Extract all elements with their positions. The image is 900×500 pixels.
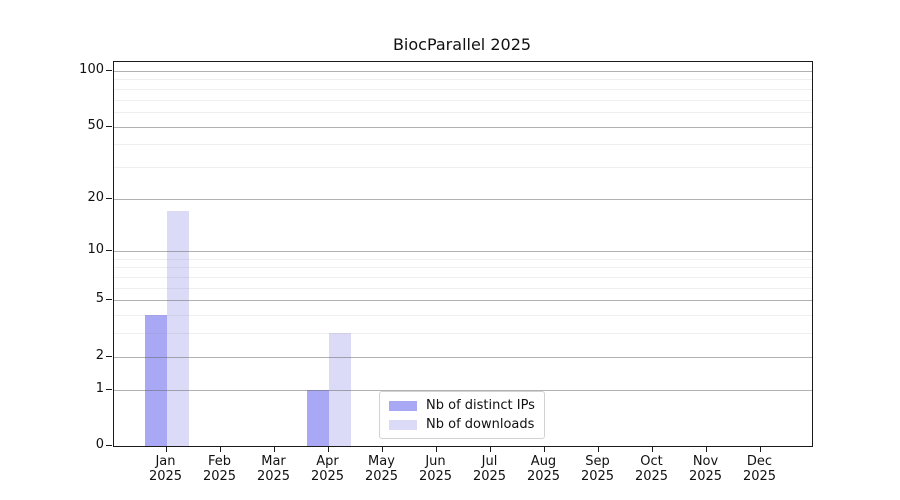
major-gridline [114, 300, 812, 302]
minor-gridline [114, 267, 812, 269]
x-tick-label: Dec 2025 [728, 454, 792, 484]
x-tick [381, 447, 383, 452]
major-gridline [114, 71, 812, 72]
y-tick [106, 197, 112, 199]
bar-jan-ips [144, 315, 167, 446]
minor-gridline [114, 144, 812, 146]
y-tick-label: 0 [95, 437, 104, 452]
x-tick-label: Feb 2025 [188, 454, 252, 484]
x-tick-label: Jun 2025 [404, 454, 468, 484]
x-tick [435, 447, 437, 452]
x-tick [489, 447, 491, 452]
legend: Nb of distinct IPs Nb of downloads [379, 391, 545, 439]
x-label-year: 2025 [742, 469, 777, 484]
legend-label: Nb of distinct IPs [426, 398, 535, 413]
minor-gridline [114, 111, 812, 113]
x-label-month: Jun [425, 454, 446, 469]
minor-gridline [114, 258, 812, 260]
plot-area: Nb of distinct IPs Nb of downloads [113, 61, 813, 447]
y-tick-label: 1 [95, 380, 104, 396]
chart-title: BiocParallel 2025 [392, 35, 532, 54]
bar-apr-ips [306, 389, 329, 446]
major-gridline [114, 389, 812, 391]
y-tick [106, 299, 112, 301]
x-tick [651, 447, 653, 452]
legend-entry: Nb of downloads [389, 417, 535, 432]
minor-gridline [114, 277, 812, 279]
y-tick-label: 100 [79, 62, 104, 77]
minor-gridline [114, 166, 812, 168]
y-tick [106, 125, 112, 127]
x-tick [273, 447, 275, 452]
x-tick-label: Jan 2025 [134, 454, 198, 484]
x-tick-label: May 2025 [350, 454, 414, 484]
x-tick [219, 447, 221, 452]
y-tick-label: 5 [95, 291, 104, 307]
x-label-year: 2025 [418, 469, 453, 484]
x-tick [759, 447, 761, 452]
x-label-month: Mar [261, 454, 286, 469]
major-gridline [114, 126, 812, 128]
x-tick-label: Apr 2025 [296, 454, 360, 484]
major-gridline [114, 356, 812, 358]
x-tick [543, 447, 545, 452]
x-label-year: 2025 [364, 469, 399, 484]
legend-swatch [389, 400, 417, 411]
legend-swatch [389, 419, 417, 430]
y-tick-label: 20 [87, 189, 104, 205]
major-gridline [114, 251, 812, 253]
x-tick-label: Oct 2025 [620, 454, 684, 484]
x-label-month: Aug [530, 454, 557, 469]
x-label-year: 2025 [580, 469, 615, 484]
y-tick [106, 388, 112, 390]
x-tick [327, 447, 329, 452]
y-tick [106, 445, 112, 446]
x-label-year: 2025 [202, 469, 237, 484]
x-tick [597, 447, 599, 452]
x-label-year: 2025 [526, 469, 561, 484]
x-tick-label: Jul 2025 [458, 454, 522, 484]
y-tick-label: 50 [87, 117, 104, 133]
x-label-month: Sep [585, 454, 610, 469]
minor-gridline [114, 99, 812, 101]
x-tick [165, 447, 167, 452]
minor-gridline [114, 88, 812, 90]
legend-entry: Nb of distinct IPs [389, 398, 535, 413]
y-tick-label: 2 [95, 347, 104, 363]
x-tick-label: Mar 2025 [242, 454, 306, 484]
legend-label: Nb of downloads [426, 417, 535, 432]
minor-gridline [114, 287, 812, 289]
x-label-year: 2025 [256, 469, 291, 484]
x-label-month: Oct [640, 454, 663, 469]
x-label-year: 2025 [688, 469, 723, 484]
x-label-year: 2025 [472, 469, 507, 484]
y-tick [106, 70, 112, 71]
y-tick [106, 355, 112, 357]
bar-jan-downloads [166, 211, 189, 446]
x-label-month: Dec [746, 454, 773, 469]
x-label-year: 2025 [310, 469, 345, 484]
x-tick-label: Nov 2025 [674, 454, 738, 484]
x-label-month: Feb [207, 454, 232, 469]
x-label-month: Apr [316, 454, 339, 469]
bar-apr-downloads [328, 333, 351, 446]
x-tick [705, 447, 707, 452]
x-label-year: 2025 [148, 469, 183, 484]
x-tick-label: Sep 2025 [566, 454, 630, 484]
x-tick-label: Aug 2025 [512, 454, 576, 484]
x-label-month: Nov [692, 454, 719, 469]
x-label-year: 2025 [634, 469, 669, 484]
y-tick [106, 250, 112, 252]
minor-gridline [114, 79, 812, 81]
x-label-month: Jul [481, 454, 498, 469]
major-gridline [114, 198, 812, 200]
x-label-month: May [368, 454, 395, 469]
minor-gridline [114, 315, 812, 317]
x-label-month: Jan [155, 454, 176, 469]
y-tick-label: 10 [87, 242, 104, 258]
minor-gridline [114, 333, 812, 335]
